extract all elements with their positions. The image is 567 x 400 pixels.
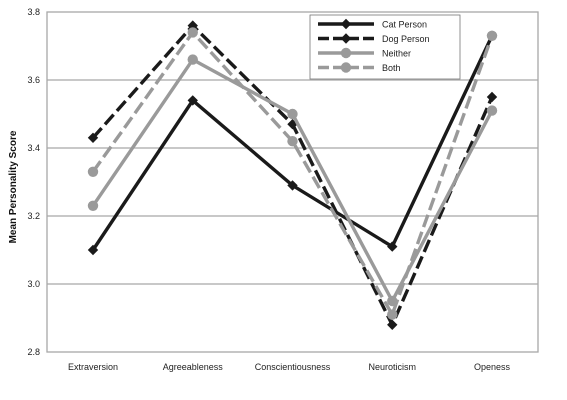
y-axis-title: Mean Personality Score [8,130,19,243]
y-tick-label: 3.6 [27,75,40,85]
x-tick-label: Neuroticism [368,362,416,372]
data-point [188,27,198,37]
data-point [387,309,397,319]
y-tick-label: 3.0 [27,279,40,289]
data-point [287,109,297,119]
data-point [88,201,98,211]
legend-marker [341,62,351,72]
x-tick-label: Agreeableness [163,362,224,372]
legend-label: Dog Person [382,34,430,44]
legend-label: Cat Person [382,20,427,30]
data-point [487,31,497,41]
legend-label: Neither [382,49,411,59]
data-point [287,136,297,146]
y-tick-label: 3.2 [27,211,40,221]
data-point [188,54,198,64]
x-tick-label: Conscientiousness [255,362,331,372]
y-tick-label: 2.8 [27,347,40,357]
data-point [88,167,98,177]
y-tick-label: 3.8 [27,7,40,17]
y-tick-label: 3.4 [27,143,40,153]
legend-marker [341,48,351,58]
data-point [487,105,497,115]
x-tick-label: Openess [474,362,511,372]
data-point [487,92,497,102]
legend-label: Both [382,63,401,73]
legend: Cat Person Dog Person Neither Both [310,15,460,79]
x-tick-label: Extraversion [68,362,118,372]
